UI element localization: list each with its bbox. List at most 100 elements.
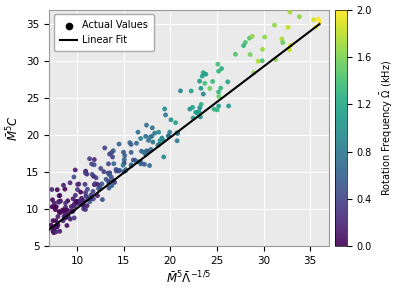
Point	[50, 218, 56, 223]
Point	[103, 177, 109, 182]
Point	[49, 204, 55, 209]
Point	[242, 40, 248, 45]
Point	[49, 187, 55, 192]
Point	[106, 171, 113, 175]
Point	[74, 182, 81, 187]
Point	[53, 230, 59, 234]
Point	[97, 185, 103, 190]
Point	[72, 193, 79, 198]
Point	[190, 116, 196, 120]
Point	[106, 152, 113, 157]
Point	[128, 164, 134, 168]
Point	[55, 223, 61, 227]
Point	[200, 92, 206, 96]
Point	[196, 109, 202, 114]
Point	[296, 14, 302, 19]
Point	[216, 104, 222, 108]
Point	[279, 36, 285, 41]
Point	[138, 160, 144, 164]
Point	[122, 153, 128, 158]
Point	[94, 182, 101, 187]
Point	[224, 79, 231, 84]
Point	[106, 179, 112, 184]
Point	[80, 199, 87, 203]
Point	[84, 172, 90, 176]
Point	[52, 218, 59, 223]
Point	[133, 141, 140, 146]
Point	[166, 130, 173, 134]
Point	[203, 72, 209, 77]
Point	[90, 197, 97, 201]
Point	[88, 197, 94, 201]
Point	[121, 157, 128, 162]
Point	[130, 158, 136, 162]
Point	[122, 168, 129, 173]
Point	[110, 148, 116, 153]
Point	[80, 206, 87, 211]
Point	[105, 161, 112, 166]
Point	[76, 182, 82, 186]
Point	[160, 154, 167, 159]
Point	[52, 225, 58, 230]
Point	[249, 34, 256, 39]
Point	[110, 178, 117, 183]
Point	[156, 142, 162, 147]
Point	[56, 229, 63, 234]
Point	[172, 120, 179, 125]
Point	[177, 88, 184, 93]
Point	[210, 79, 216, 84]
Point	[91, 157, 98, 162]
Point	[65, 215, 72, 219]
Point	[155, 130, 162, 135]
Point	[86, 199, 93, 204]
Point	[128, 150, 134, 155]
Point	[62, 215, 68, 220]
Point	[88, 162, 95, 166]
Legend: Actual Values, Linear Fit: Actual Values, Linear Fit	[54, 14, 154, 51]
Point	[194, 111, 200, 115]
Point	[50, 229, 56, 233]
Point	[49, 197, 56, 202]
Point	[280, 40, 286, 45]
Point	[121, 169, 127, 174]
Point	[113, 167, 119, 172]
Point	[94, 193, 101, 198]
Point	[145, 138, 152, 143]
Point	[109, 155, 116, 159]
Point	[247, 52, 253, 57]
Point	[54, 187, 60, 192]
Point	[310, 18, 317, 22]
Point	[271, 23, 278, 27]
Point	[95, 186, 102, 191]
Point	[255, 59, 261, 64]
Point	[138, 136, 144, 141]
Point	[90, 189, 96, 194]
Point	[64, 208, 70, 212]
Point	[109, 183, 115, 188]
Point	[90, 174, 97, 178]
Point	[51, 205, 58, 210]
Point	[86, 157, 93, 161]
Point	[116, 142, 122, 146]
Point	[64, 223, 70, 228]
Point	[187, 107, 193, 112]
Point	[155, 143, 161, 147]
Point	[211, 107, 217, 112]
Point	[199, 74, 206, 79]
Point	[143, 149, 150, 153]
Point	[91, 162, 97, 167]
Point	[138, 149, 145, 154]
Point	[144, 149, 151, 154]
Point	[262, 35, 268, 39]
Point	[74, 199, 81, 204]
Point	[197, 114, 204, 119]
Point	[61, 210, 68, 215]
Point	[78, 196, 85, 201]
Point	[250, 70, 257, 75]
Point	[272, 57, 279, 62]
Point	[147, 135, 153, 140]
Point	[218, 66, 225, 71]
Point	[64, 212, 70, 216]
Point	[68, 209, 74, 213]
Point	[168, 117, 174, 122]
